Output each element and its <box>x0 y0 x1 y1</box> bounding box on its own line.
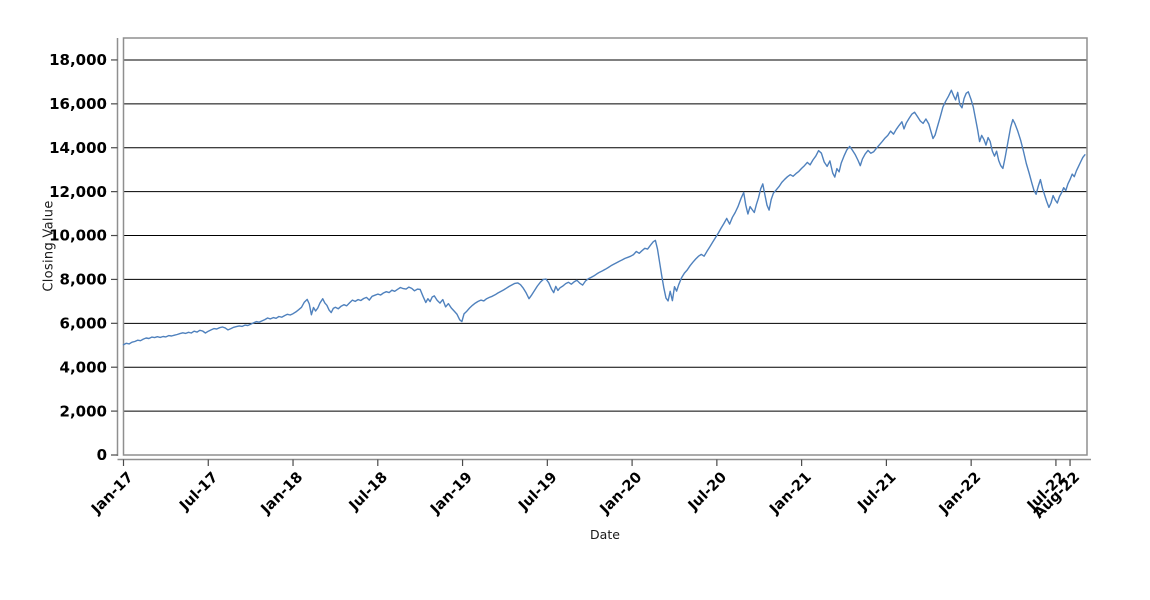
x-tick-label: Jan-20 <box>597 469 646 518</box>
y-tick-label: 18,000 <box>49 51 107 69</box>
x-tick-label: Jul-20 <box>685 469 730 514</box>
plot-frame <box>122 37 1088 456</box>
y-tick-label: 6,000 <box>60 315 107 333</box>
closing-value-series-line <box>122 89 1086 346</box>
x-tick-label: Jul-21 <box>854 469 899 514</box>
y-tick-label: 8,000 <box>60 271 107 289</box>
y-tick-label: 0 <box>97 446 107 464</box>
x-axis-title: Date <box>590 527 620 542</box>
x-tick-label: Jul-18 <box>346 469 391 514</box>
y-tick-label: 10,000 <box>49 227 107 245</box>
y-tick-label: 2,000 <box>60 402 107 420</box>
y-tick-label: 16,000 <box>49 95 107 113</box>
y-axis-title: Closing Value <box>41 200 57 292</box>
y-tick-label: 14,000 <box>49 139 107 157</box>
x-tick-label: Jan-22 <box>936 469 985 518</box>
y-tick-label: 4,000 <box>60 358 107 376</box>
x-tick-label: Jan-21 <box>766 469 815 518</box>
x-tick-label: Jan-17 <box>88 469 137 518</box>
y-tick-label: 12,000 <box>49 183 107 201</box>
x-tick-label: Jul-19 <box>515 469 560 514</box>
x-tick-label: Jan-18 <box>258 469 307 518</box>
x-tick-label: Jul-17 <box>176 469 221 514</box>
x-tick-label: Jan-19 <box>427 469 476 518</box>
